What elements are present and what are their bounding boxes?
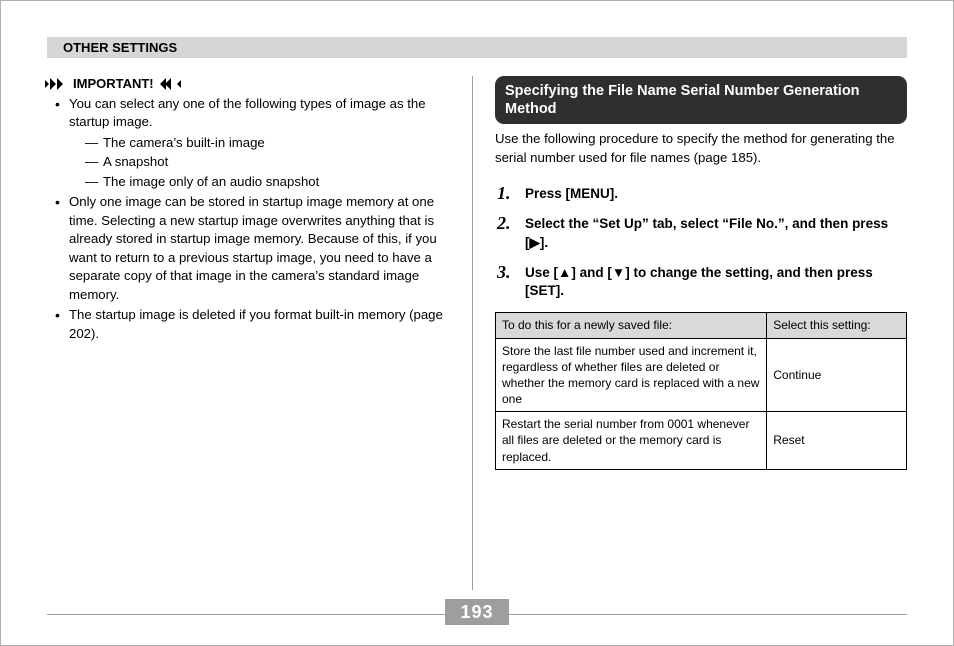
table-row: Store the last file number used and incr… xyxy=(496,338,907,412)
step-item: 3. Use [▲] and [▼] to change the setting… xyxy=(497,264,907,300)
header-band: OTHER SETTINGS xyxy=(47,37,907,58)
step-text: Select the “Set Up” tab, select “File No… xyxy=(525,216,888,249)
important-label: IMPORTANT! xyxy=(73,76,154,91)
bullet-text: The startup image is deleted if you form… xyxy=(69,307,443,340)
table-row: Restart the serial number from 0001 when… xyxy=(496,412,907,470)
table-cell: Reset xyxy=(767,412,907,470)
page-footer: 193 xyxy=(47,597,907,625)
dash-item: The image only of an audio snapshot xyxy=(85,173,452,191)
steps-list: 1. Press [MENU]. 2. Select the “Set Up” … xyxy=(495,185,907,300)
section-heading: Specifying the File Name Serial Number G… xyxy=(495,76,907,124)
table-header-cell: Select this setting: xyxy=(767,313,907,338)
table-header-row: To do this for a newly saved file: Selec… xyxy=(496,313,907,338)
step-item: 1. Press [MENU]. xyxy=(497,185,907,203)
manual-page: OTHER SETTINGS IMPORTANT! xyxy=(0,0,954,646)
dash-item: A snapshot xyxy=(85,153,452,171)
list-item: The startup image is deleted if you form… xyxy=(55,306,452,343)
left-column: IMPORTANT! You can select any one of the… xyxy=(47,76,472,590)
arrows-left-icon xyxy=(160,78,182,90)
section-intro: Use the following procedure to specify t… xyxy=(495,130,907,167)
page-title: OTHER SETTINGS xyxy=(63,40,177,55)
page-number: 193 xyxy=(460,602,493,623)
page-number-box: 193 xyxy=(445,599,509,625)
step-item: 2. Select the “Set Up” tab, select “File… xyxy=(497,215,907,251)
dash-list: The camera’s built-in image A snapshot T… xyxy=(69,134,452,191)
right-column: Specifying the File Name Serial Number G… xyxy=(473,76,907,590)
step-text: Use [▲] and [▼] to change the setting, a… xyxy=(525,265,873,298)
step-number: 3. xyxy=(497,262,511,283)
step-number: 2. xyxy=(497,213,511,234)
bullet-text: You can select any one of the following … xyxy=(69,96,426,129)
bullet-text: Only one image can be stored in startup … xyxy=(69,194,437,301)
list-item: You can select any one of the following … xyxy=(55,95,452,191)
dash-item: The camera’s built-in image xyxy=(85,134,452,152)
table-cell: Continue xyxy=(767,338,907,412)
list-item: Only one image can be stored in startup … xyxy=(55,193,452,304)
arrows-right-icon xyxy=(45,78,67,90)
table-cell: Restart the serial number from 0001 when… xyxy=(496,412,767,470)
content-columns: IMPORTANT! You can select any one of the… xyxy=(47,76,907,590)
step-number: 1. xyxy=(497,183,511,204)
table-cell: Store the last file number used and incr… xyxy=(496,338,767,412)
table-header-cell: To do this for a newly saved file: xyxy=(496,313,767,338)
important-body: You can select any one of the following … xyxy=(47,95,452,343)
step-text: Press [MENU]. xyxy=(525,186,618,201)
important-heading: IMPORTANT! xyxy=(45,76,452,91)
bullet-list: You can select any one of the following … xyxy=(47,95,452,343)
settings-table: To do this for a newly saved file: Selec… xyxy=(495,312,907,470)
